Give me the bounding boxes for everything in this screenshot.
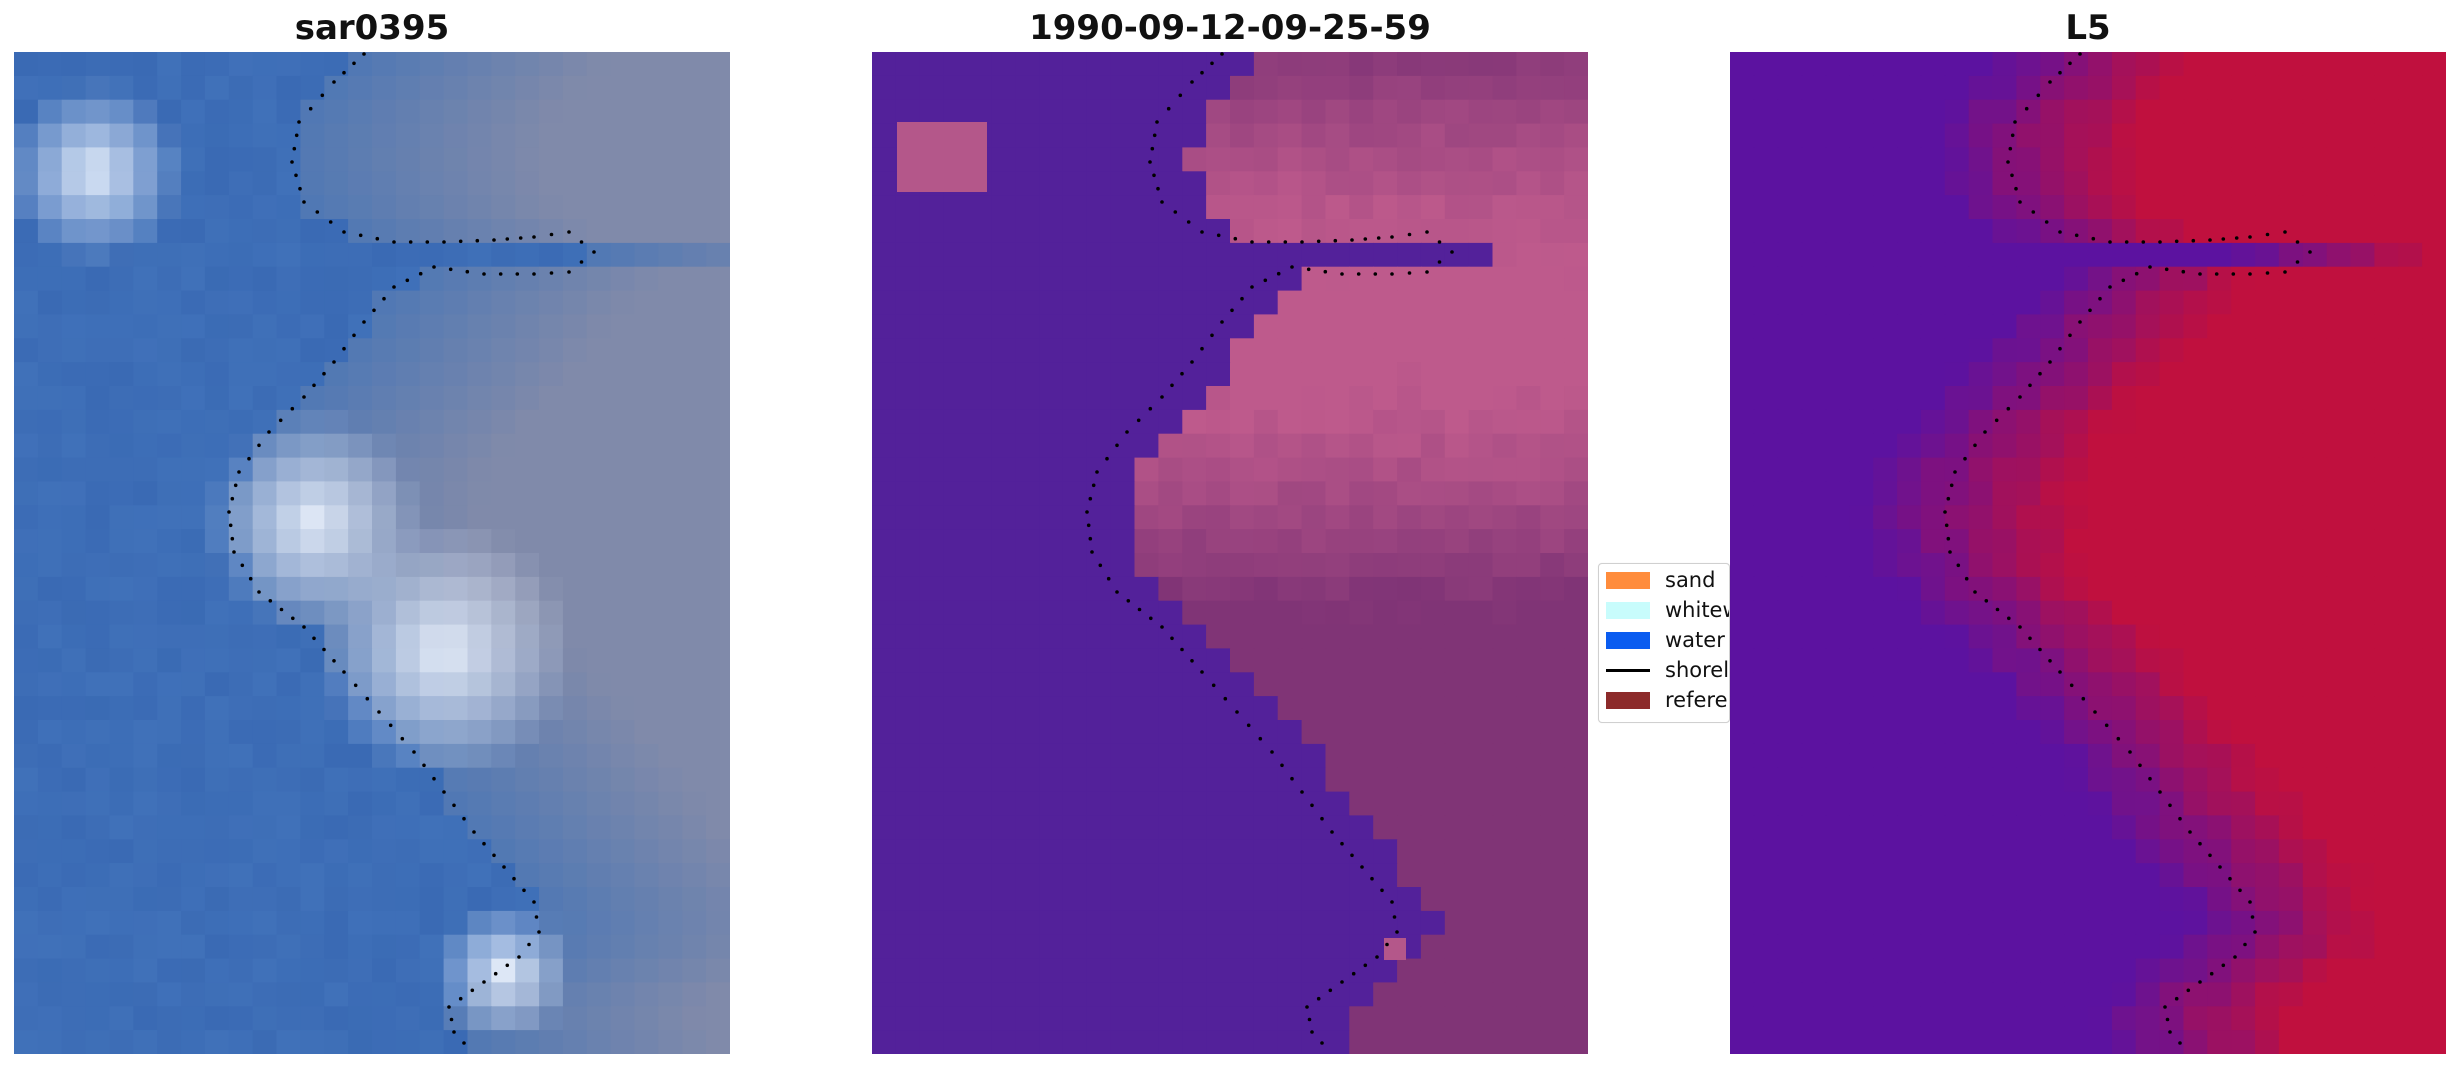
index-image bbox=[1730, 52, 2446, 1054]
legend-item-reference: referer bbox=[1599, 684, 1730, 714]
legend-label-sand: sand bbox=[1665, 568, 1716, 592]
sar-image bbox=[14, 52, 730, 1054]
shoreline-dots-sar bbox=[227, 52, 596, 1045]
legend-item-shoreline: shorel bbox=[1599, 654, 1730, 684]
legend-item-water: water bbox=[1599, 624, 1729, 654]
classified-image-panel bbox=[872, 52, 1588, 1054]
water-swatch bbox=[1606, 632, 1650, 649]
index-image-panel bbox=[1730, 52, 2446, 1054]
classified-image bbox=[872, 52, 1588, 1054]
reference-swatch bbox=[1606, 692, 1650, 709]
legend-label-water: water bbox=[1665, 628, 1725, 652]
panel-title-date: 1990-09-12-09-25-59 bbox=[1029, 8, 1431, 48]
shoreline-dots-classified bbox=[1085, 52, 1454, 1045]
whitewater-swatch bbox=[1606, 602, 1650, 619]
shoreline-dots-index bbox=[1943, 52, 2312, 1045]
panel-title-l5: L5 bbox=[2065, 8, 2111, 48]
legend-label-reference: referer bbox=[1665, 688, 1730, 712]
legend-label-shoreline: shorel bbox=[1665, 658, 1730, 682]
legend-item-sand: sand bbox=[1599, 564, 1729, 594]
shoreline-line-swatch bbox=[1606, 669, 1650, 672]
panel-title-sar: sar0395 bbox=[294, 8, 450, 48]
sar-image-panel bbox=[14, 52, 730, 1054]
sand-swatch bbox=[1606, 572, 1650, 589]
